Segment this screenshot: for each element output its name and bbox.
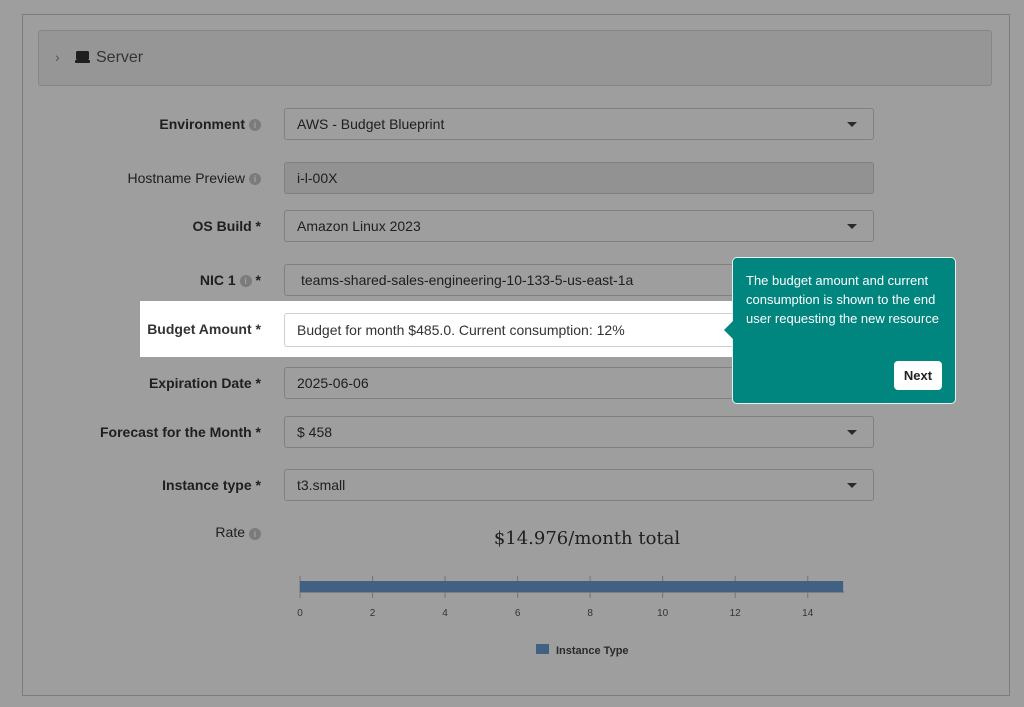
tooltip-text: The budget amount and current consumptio…: [746, 273, 939, 326]
info-icon[interactable]: i: [249, 173, 261, 185]
legend-swatch: [536, 644, 549, 654]
caret-down-icon: [847, 483, 857, 488]
caret-down-icon: [847, 224, 857, 229]
environment-select[interactable]: AWS - Budget Blueprint: [284, 108, 874, 140]
rate-label: Rate i: [215, 524, 261, 540]
x-tick-label: 2: [370, 608, 376, 619]
panel-title: Server: [96, 49, 144, 66]
x-tick-label: 8: [587, 608, 593, 619]
x-tick-label: 10: [657, 608, 669, 619]
hostname-label: Hostname Preview i: [128, 170, 261, 186]
rate-chart: 0 2 4 6 8 10 12 14 Instance Type: [297, 576, 844, 657]
rate-total: $14.976/month total: [493, 528, 681, 549]
x-tick-label: 6: [515, 608, 521, 619]
x-tick-label: 4: [442, 608, 448, 619]
chevron-right-icon[interactable]: ›: [55, 49, 60, 65]
info-icon[interactable]: i: [239, 275, 252, 287]
x-tick-label: 0: [297, 608, 303, 619]
next-button[interactable]: Next: [894, 361, 942, 390]
os-build-select[interactable]: Amazon Linux 2023: [284, 210, 874, 242]
tooltip-arrow: [724, 321, 733, 339]
caret-down-icon: [847, 430, 857, 435]
info-icon[interactable]: i: [249, 528, 261, 540]
legend-label: Instance Type: [556, 645, 629, 657]
caret-down-icon: [847, 122, 857, 127]
server-icon: [75, 51, 90, 63]
budget-amount-label: Budget Amount *: [147, 321, 261, 337]
x-tick-label: 14: [802, 608, 814, 619]
x-tick-label: 12: [730, 608, 742, 619]
forecast-label: Forecast for the Month *: [99, 424, 261, 440]
instance-type-label: Instance type *: [162, 477, 261, 493]
forecast-select[interactable]: $ 458: [284, 416, 874, 448]
tour-tooltip: The budget amount and current consumptio…: [724, 258, 955, 403]
server-panel-header[interactable]: › Server: [38, 30, 992, 86]
info-icon[interactable]: i: [249, 119, 261, 131]
budget-amount-field[interactable]: Budget for month $485.0. Current consump…: [284, 313, 734, 347]
environment-label: Environment i: [159, 116, 261, 132]
expiration-label: Expiration Date *: [148, 375, 261, 391]
budget-amount-highlight: Budget Amount * Budget for month $485.0.…: [140, 301, 734, 357]
os-build-label: OS Build *: [192, 218, 261, 234]
hostname-preview-field: i-l-00X: [284, 162, 874, 194]
instance-type-select[interactable]: t3.small: [284, 469, 874, 501]
bar-instance-type: [300, 581, 844, 592]
